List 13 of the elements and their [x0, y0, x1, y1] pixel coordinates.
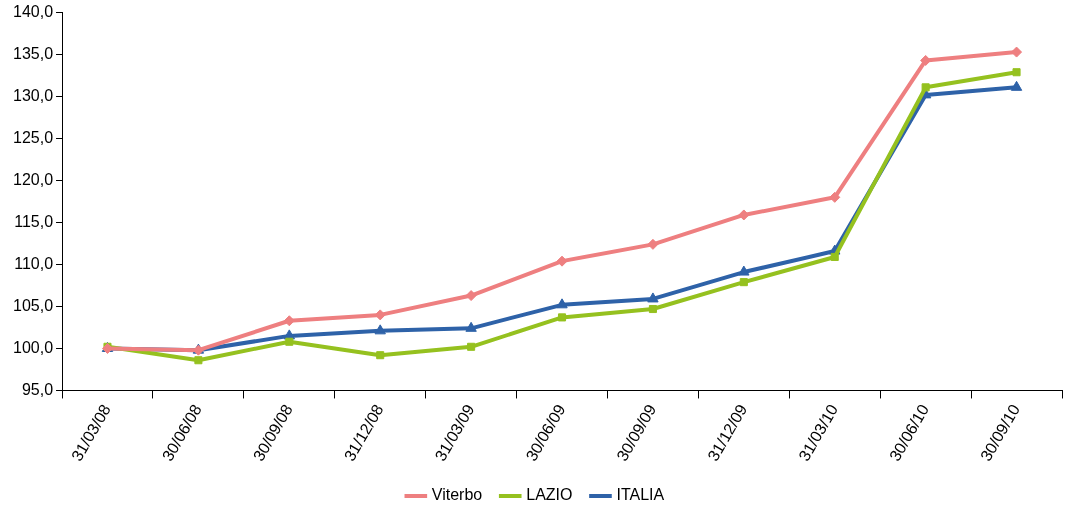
y-tick-label: 100,0 — [12, 338, 54, 356]
y-tick-label: 125,0 — [12, 128, 54, 146]
y-tick-label: 135,0 — [12, 44, 54, 62]
legend-label: Viterbo — [431, 486, 483, 504]
y-tick-label: 130,0 — [12, 86, 54, 104]
y-tick-label: 95,0 — [21, 380, 54, 398]
legend-label: ITALIA — [616, 486, 665, 504]
y-tick-label: 115,0 — [14, 212, 54, 230]
y-tick-label: 140,0 — [12, 3, 54, 21]
y-tick-label: 105,0 — [12, 296, 54, 314]
y-tick-label: 110,0 — [14, 254, 54, 272]
legend-label: LAZIO — [526, 486, 573, 504]
y-tick-label: 120,0 — [12, 170, 54, 188]
